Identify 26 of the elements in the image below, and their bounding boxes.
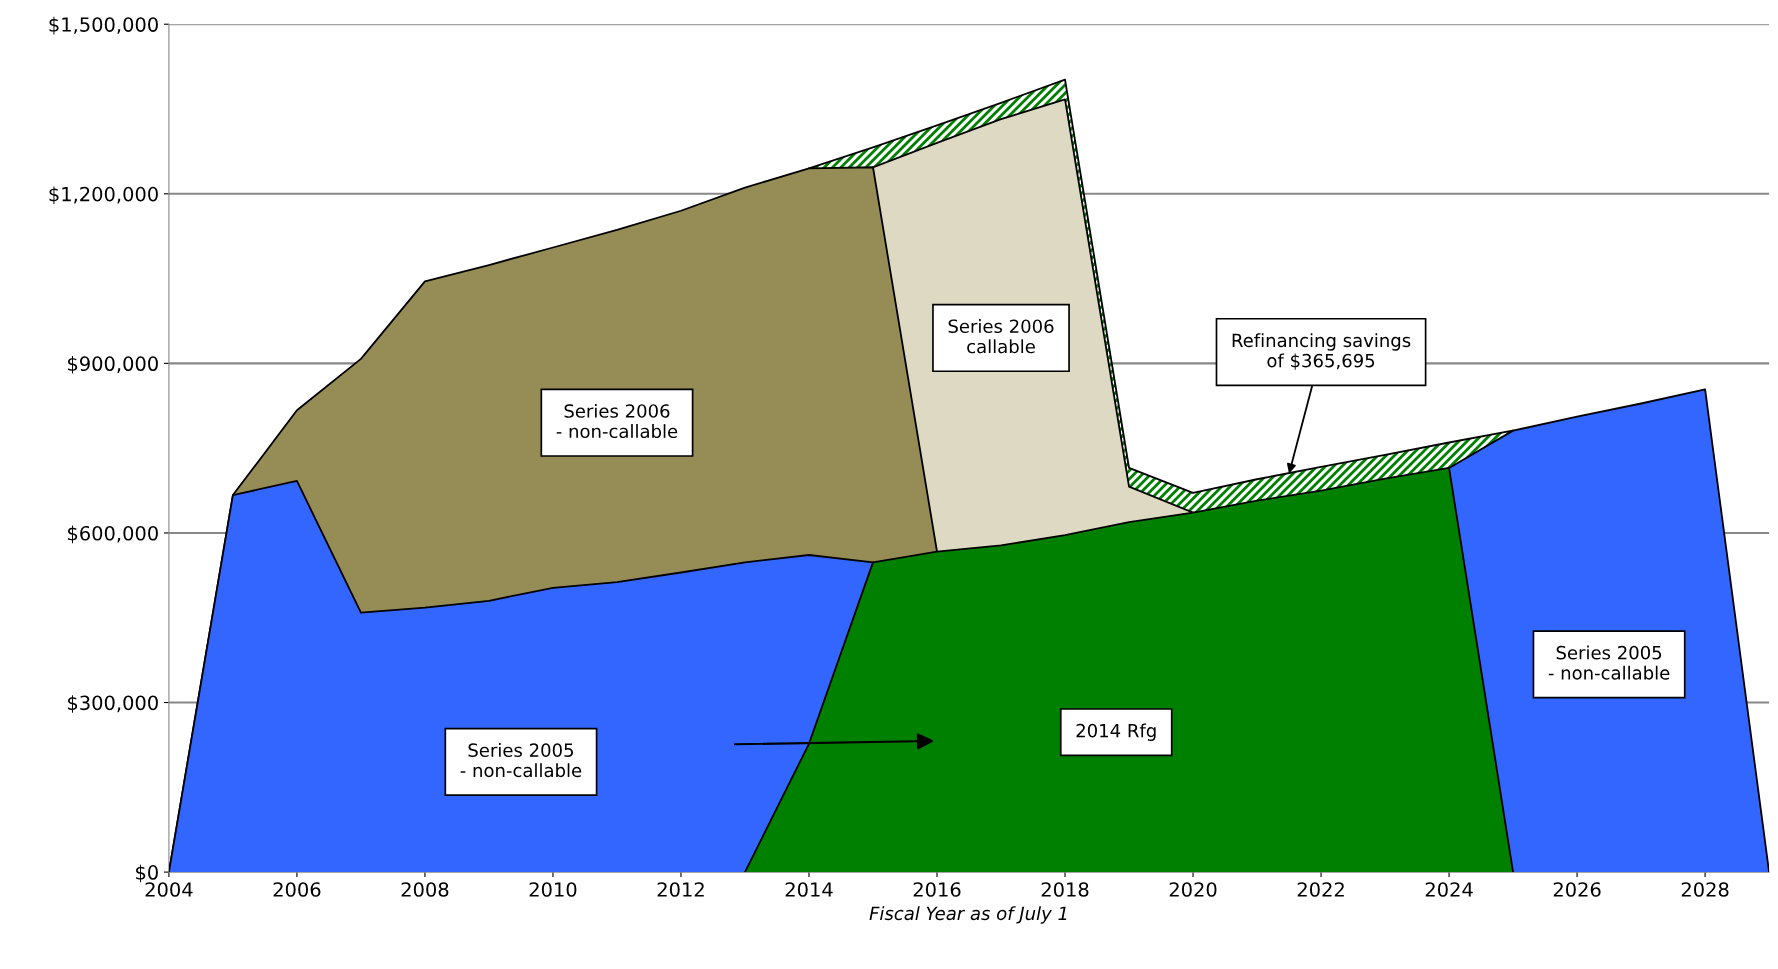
x-tick-label: 2010 — [529, 882, 577, 897]
y-tick-label: $300,000 — [68, 695, 158, 713]
series-label: Series 2005 - non-callable — [1548, 645, 1670, 680]
x-axis-title: Fiscal Year as of July 1 — [869, 906, 1067, 924]
x-tick-label: 2006 — [273, 882, 321, 897]
y-tick-label: $0 — [136, 864, 158, 883]
series-label: Series 2006 - non-callable — [556, 403, 678, 439]
text: Series 2005 - non-callable — [460, 743, 582, 778]
series-label: 2014 Rfg — [1076, 723, 1156, 741]
x-tick-label: 2004 — [145, 882, 193, 897]
y-tick-label: $1,500,000 — [49, 16, 158, 35]
y-tick-label: $1,200,000 — [49, 186, 158, 205]
x-tick-label: 2016 — [913, 882, 961, 897]
x-tick-label: 2012 — [657, 882, 704, 897]
y-tick-label: $600,000 — [68, 525, 158, 544]
x-tick-label: 2026 — [1553, 882, 1601, 897]
x-tick-label: 2020 — [1169, 882, 1217, 897]
x-tick-label: 2022 — [1297, 882, 1344, 897]
annotation: Refinancing savings of $365,695 — [1232, 333, 1411, 370]
x-tick-label: 2028 — [1681, 882, 1729, 897]
x-tick-label: 2024 — [1425, 882, 1473, 897]
series-label: Series 2006 callable — [948, 319, 1054, 354]
x-tick-label: 2014 — [785, 882, 833, 897]
x-tick-label: 2018 — [1041, 882, 1089, 897]
y-tick-label: $900,000 — [68, 355, 158, 374]
x-tick-label: 2008 — [401, 882, 449, 897]
